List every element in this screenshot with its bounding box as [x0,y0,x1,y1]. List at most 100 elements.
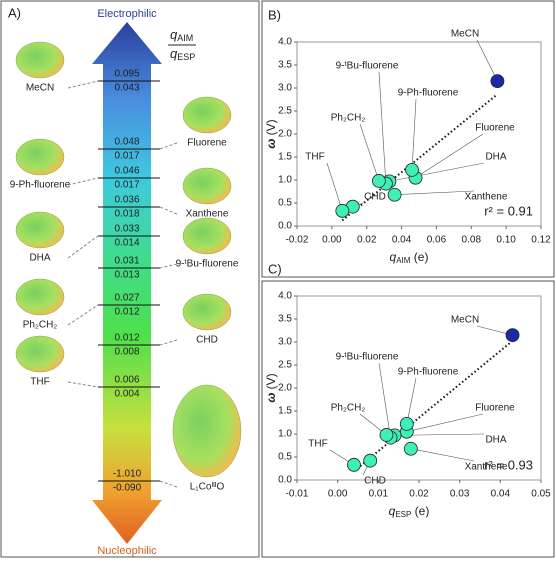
label-pointer [359,123,380,182]
x-tick-label: 0.12 [531,235,551,246]
x-tick-label: 0.00 [322,235,342,246]
x-label-unit: (e) [410,250,428,264]
connector [159,142,178,150]
q-aim: 0.027 [114,293,139,304]
y-tick-label: 1.5 [278,406,292,417]
label-pointer [406,413,484,432]
point-label: MeCN [451,29,479,40]
x-tick-label: 0.08 [462,235,482,246]
point-label: Xanthene [465,462,508,473]
point-label: THF [305,152,324,163]
connector [159,263,178,269]
connector [159,339,178,346]
fit-annotation: r² = 0.93 [484,457,533,472]
header-q: q [170,46,178,61]
trend-line [341,93,499,222]
connector [67,304,99,326]
q-esp: 0.014 [114,238,139,249]
molecule-surface [182,96,232,134]
y-tick-label: 1.0 [278,429,292,440]
molecule-surface [15,335,65,373]
y-tick-label: 3.5 [278,60,292,71]
connector [67,235,99,259]
q-esp: 0.043 [114,83,139,94]
y-tick-label: 0.5 [278,198,292,209]
y-tick-label: 4.0 [278,37,292,48]
molecule-surface [15,211,65,249]
point-label: Fluorene [475,123,515,134]
x-tick-label: 0.04 [491,489,511,500]
molecule-label: Ph₂CH₂ [23,320,58,331]
point [505,328,520,343]
header-bottom: qESP [170,46,195,62]
connector [67,80,99,89]
header-q: q [170,27,178,42]
y-tick-label: 2.0 [278,383,292,394]
point-label: Xanthene [465,192,508,203]
label-pointer [411,98,417,170]
x-label-q: q [389,504,396,518]
arrow-top-label: Electrophilic [97,8,157,20]
y-label-unit: (V) [264,119,278,138]
q-esp: 0.017 [114,151,139,162]
label-pointer [410,448,475,462]
x-tick-label: 0.02 [409,489,429,500]
y-tick-label: 4.0 [278,291,292,302]
y-tick-label: 3.0 [278,337,292,348]
molecule-label: 9-ᵗBu-fluorene [176,259,239,270]
point-label: 9-Ph-fluorene [398,88,459,99]
molecule-label: L₁CoᴵᴵᴵO [190,482,225,493]
point-label: 9-ᵗBu-fluorene [336,61,399,72]
header-sub: ESP [177,52,195,62]
y-tick-label: 0.0 [278,221,292,232]
connector [159,206,178,215]
y-tick-label: 2.5 [278,360,292,371]
y-label-symbol: ω [264,139,278,149]
header-sub: AIM [177,33,193,43]
y-axis-label: ω (V) [264,119,278,148]
point [403,441,418,456]
label-pointer [415,133,484,178]
y-tick-label: 3.0 [278,83,292,94]
panel-label: C) [268,261,282,276]
arrow [92,22,162,544]
point [490,74,505,88]
y-tick-label: 3.5 [278,314,292,325]
panel-a-content: 0.095 0.043 0.048 0.017 0.046 0.017 0.036 0.018… [10,41,242,494]
point-label: DHA [485,152,506,163]
q-esp: 0.004 [114,389,139,400]
q-aim: 0.033 [114,224,139,235]
point-label: CHD [364,192,386,203]
panel-b: B) 0.0 0.5 1.0 1.5 2.0 2.5 3.0 3.5 4.0 -0.02 0.00 0.… [264,7,551,265]
label-pointer [394,190,475,196]
label-pointer [378,362,391,438]
q-esp: 0.008 [114,347,139,358]
x-tick-label: 0.00 [328,489,348,500]
molecule-surface [172,384,242,478]
q-esp: 0.018 [114,209,139,220]
x-tick-label: -0.01 [286,489,309,500]
point-label: MeCN [451,315,479,326]
q-aim: 0.036 [114,195,139,206]
x-label-unit: (e) [411,504,429,518]
molecule-label: THF [30,377,49,388]
x-tick-label: 0.05 [531,489,551,500]
x-label-q: q [390,250,397,264]
point [363,453,378,468]
molecule-label: DHA [29,253,50,264]
label-pointer [378,71,387,184]
header-top: qAIM [170,27,193,43]
x-tick-label: -0.02 [286,235,309,246]
point-label: Ph₂CH₂ [331,403,366,414]
label-pointer [326,162,343,211]
molecule-surface [15,278,65,316]
label-pointer [476,39,498,82]
molecule-label: Xanthene [186,209,229,220]
point [372,174,386,188]
point-label: Ph₂CH₂ [331,113,366,124]
y-tick-label: 2.0 [278,129,292,140]
y-tick-label: 1.5 [278,152,292,163]
y-tick-label: 0.5 [278,452,292,463]
x-tick-label: 0.02 [357,235,377,246]
